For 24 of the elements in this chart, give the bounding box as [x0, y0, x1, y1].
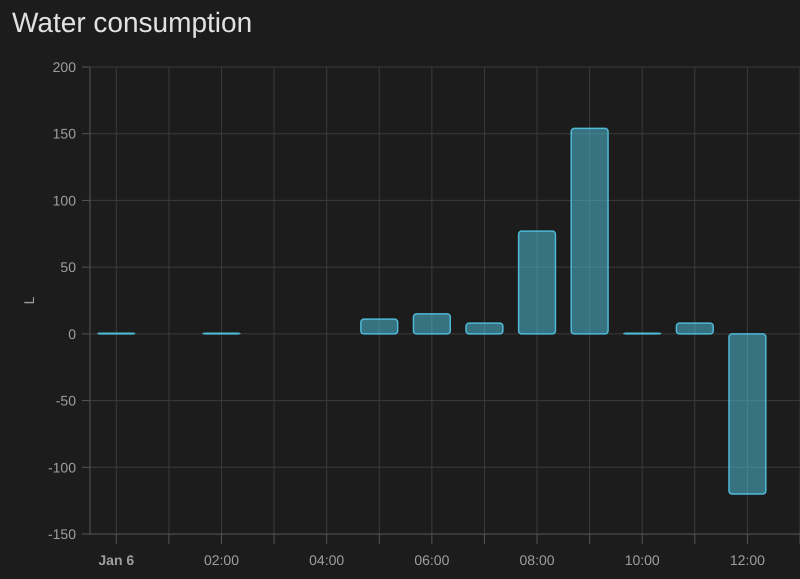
x-tick-label: 06:00: [414, 552, 450, 568]
bar: [728, 333, 767, 495]
y-axis-title: L: [21, 296, 37, 304]
y-tick-label: 100: [52, 192, 76, 208]
bar: [360, 318, 398, 335]
x-tick-label: 04:00: [309, 552, 344, 568]
x-tick-label: Jan 6: [98, 552, 134, 568]
bar: [412, 313, 452, 335]
x-tick-label: 08:00: [520, 552, 555, 568]
bar: [570, 128, 609, 335]
chart-title: Water consumption: [12, 7, 252, 38]
y-tick-label: 0: [68, 326, 76, 342]
y-tick-label: -150: [48, 526, 76, 542]
x-tick-label: 12:00: [730, 552, 766, 568]
y-tick-label: -100: [48, 459, 76, 476]
bar: [465, 322, 504, 335]
x-tick-label: 02:00: [204, 552, 240, 568]
y-tick-label: 200: [52, 59, 76, 75]
bar: [676, 322, 714, 335]
y-tick-label: -50: [56, 392, 76, 409]
bar: [518, 230, 556, 335]
y-tick-label: 150: [52, 126, 76, 142]
x-tick-label: 10:00: [624, 552, 660, 568]
y-tick-label: 50: [60, 259, 76, 276]
